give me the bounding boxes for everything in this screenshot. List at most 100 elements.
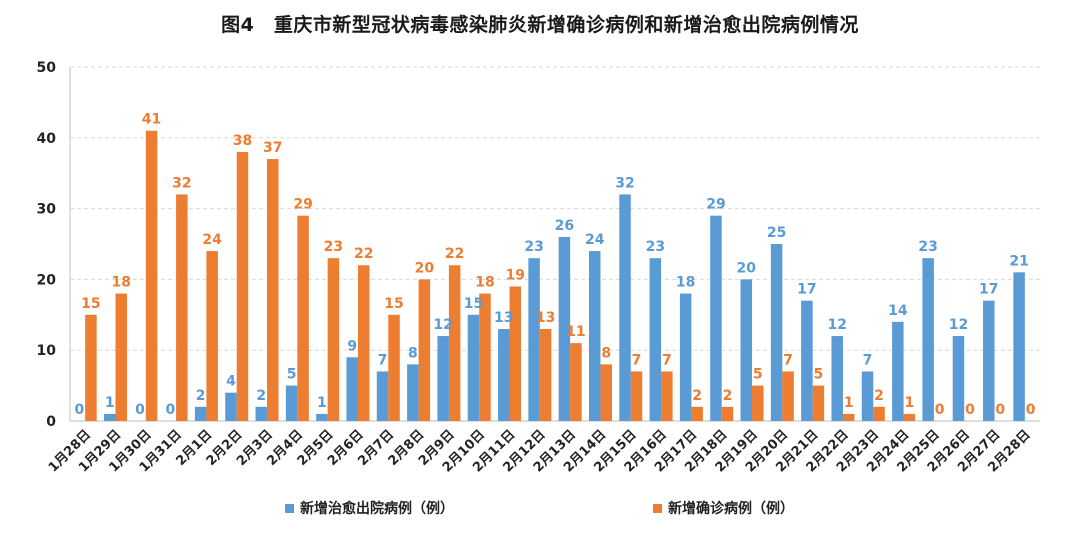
bar-s1-10 (376, 371, 389, 421)
data-label-s2-1: 18 (111, 275, 130, 291)
data-label-s1-17: 24 (585, 232, 605, 248)
legend-label-series-2: 新增确诊病例（例） (668, 501, 794, 517)
bar-s1-19 (649, 258, 662, 421)
data-label-s1-28: 23 (918, 239, 937, 255)
data-label-s1-30: 17 (979, 282, 998, 298)
legend-item-series-2: 新增确诊病例（例） (653, 498, 794, 518)
bar-s2-2 (145, 130, 158, 421)
bar-s2-10 (388, 314, 400, 421)
data-label-s2-26: 2 (874, 388, 884, 404)
bar-s1-15 (528, 258, 540, 421)
data-label-s1-19: 23 (646, 239, 665, 255)
bar-s2-9 (357, 265, 370, 421)
bar-s1-5 (225, 392, 237, 421)
bar-s1-30 (983, 300, 995, 421)
data-label-s1-22: 20 (737, 260, 757, 276)
data-label-s2-8: 23 (324, 239, 343, 255)
legend-swatch-series-1 (285, 503, 294, 513)
chart-title: 图4 重庆市新型冠状病毒感染肺炎新增确诊病例和新增治愈出院病例情况 (221, 14, 859, 36)
bar-s1-14 (498, 328, 510, 421)
data-label-s1-23: 25 (767, 225, 786, 241)
legend-label-series-1: 新增治愈出院病例（例） (300, 501, 454, 517)
data-label-s2-24: 5 (814, 367, 824, 383)
data-label-s1-31: 21 (1009, 253, 1028, 269)
data-label-s2-23: 7 (783, 352, 793, 368)
bar-s2-13 (479, 293, 491, 421)
y-tick-label-20: 20 (37, 272, 57, 288)
bar-s2-5 (236, 151, 249, 421)
bar-s1-17 (588, 251, 601, 421)
data-label-s1-14: 13 (494, 310, 513, 326)
data-label-s2-6: 37 (263, 140, 282, 156)
bar-s1-27 (892, 321, 904, 421)
data-label-s2-31: 0 (1026, 402, 1036, 418)
data-label-s1-13: 15 (464, 296, 483, 312)
data-label-s1-29: 12 (949, 317, 968, 333)
bar-s1-31 (1013, 272, 1025, 421)
data-label-s2-11: 20 (415, 260, 435, 276)
data-label-s1-27: 14 (888, 303, 908, 319)
bar-s1-4 (194, 406, 207, 421)
bar-s2-3 (176, 194, 188, 421)
data-label-s1-11: 8 (408, 345, 418, 361)
data-label-s2-2: 41 (142, 112, 161, 128)
data-label-s2-20: 2 (692, 388, 702, 404)
bar-s2-27 (903, 413, 916, 421)
data-label-s1-9: 9 (347, 338, 357, 354)
data-label-s2-17: 8 (601, 345, 611, 361)
bar-s1-23 (770, 244, 783, 421)
data-label-s1-24: 17 (797, 282, 816, 298)
data-label-s1-4: 2 (196, 388, 206, 404)
data-label-s1-15: 23 (524, 239, 543, 255)
bar-s1-16 (558, 236, 571, 421)
bar-s1-24 (801, 300, 813, 421)
data-label-s1-18: 32 (615, 175, 634, 191)
data-label-s1-10: 7 (378, 352, 388, 368)
y-tick-label-40: 40 (37, 131, 57, 147)
bar-s2-7 (297, 215, 309, 421)
bar-s2-8 (327, 258, 340, 421)
data-label-s2-14: 19 (506, 267, 525, 283)
bar-s1-21 (710, 215, 722, 421)
data-label-s1-1: 1 (105, 395, 115, 411)
data-label-s1-25: 12 (827, 317, 846, 333)
bar-s2-4 (206, 251, 218, 421)
data-label-s2-3: 32 (172, 175, 191, 191)
data-label-s1-3: 0 (165, 402, 175, 418)
bar-s2-15 (539, 328, 552, 421)
bar-s1-1 (103, 413, 116, 421)
data-label-s1-0: 0 (75, 402, 85, 418)
bar-s1-18 (619, 194, 631, 421)
data-label-s2-13: 18 (475, 275, 494, 291)
bar-s2-19 (661, 371, 673, 421)
data-label-s1-6: 2 (256, 388, 266, 404)
bar-s2-23 (782, 371, 794, 421)
bar-s2-12 (448, 265, 461, 421)
y-tick-label-10: 10 (37, 343, 57, 359)
bar-s1-29 (952, 336, 965, 421)
bar-s2-24 (812, 385, 825, 421)
data-label-s2-27: 1 (904, 395, 914, 411)
data-label-s2-12: 22 (445, 246, 464, 262)
data-label-s2-29: 0 (965, 402, 975, 418)
bar-s2-1 (115, 293, 127, 421)
data-label-s2-19: 7 (662, 352, 672, 368)
data-label-s2-4: 24 (202, 232, 222, 248)
bar-s2-26 (873, 406, 885, 421)
bar-s1-25 (831, 336, 843, 421)
y-axis: 0 10 20 30 40 50 (37, 60, 71, 430)
bar-s1-7 (285, 385, 298, 421)
bar-s1-28 (922, 258, 934, 421)
bar-s1-22 (740, 279, 753, 421)
bars (85, 130, 1025, 422)
legend-item-series-1: 新增治愈出院病例（例） (285, 498, 454, 518)
data-label-s2-21: 2 (723, 388, 733, 404)
data-label-s2-16: 11 (566, 324, 585, 340)
bar-s1-8 (316, 413, 328, 421)
bar-s1-6 (255, 406, 268, 421)
y-tick-label-30: 30 (37, 202, 57, 218)
data-label-s2-28: 0 (935, 402, 945, 418)
bar-s2-17 (600, 364, 612, 421)
